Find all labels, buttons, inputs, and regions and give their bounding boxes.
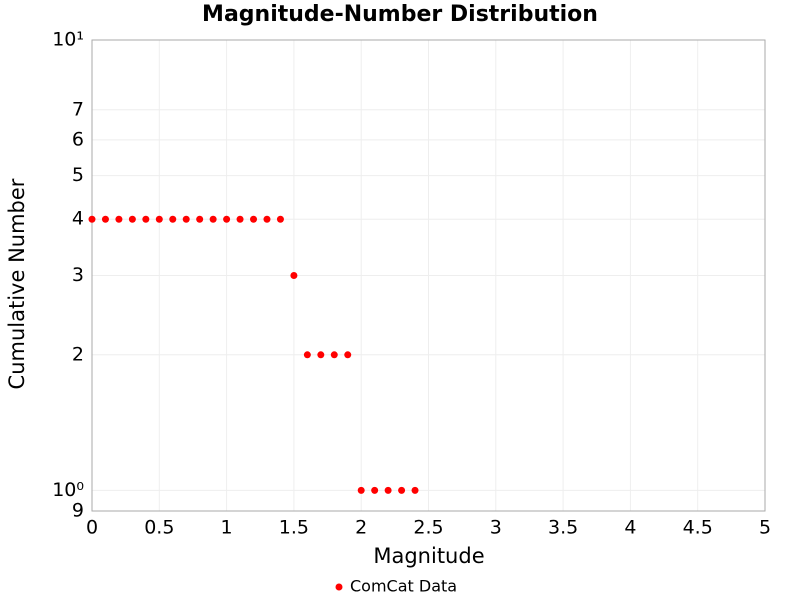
y-tick-label: 9 xyxy=(72,500,84,522)
point xyxy=(223,215,231,223)
point xyxy=(317,351,325,359)
legend-label: ComCat Data xyxy=(350,577,457,596)
y-tick-label: 4 xyxy=(72,208,84,230)
point xyxy=(290,272,298,279)
point xyxy=(236,215,244,223)
point xyxy=(411,486,419,494)
x-tick-label: 1 xyxy=(221,517,233,539)
point xyxy=(88,215,96,223)
x-tick-label: 0.5 xyxy=(144,517,174,539)
x-tick-label: 0 xyxy=(86,517,98,539)
y-axis-label: Cumulative Number xyxy=(5,178,29,389)
x-tick-label: 3 xyxy=(490,517,502,539)
point xyxy=(357,486,365,494)
point xyxy=(398,486,406,494)
point xyxy=(115,215,123,223)
point xyxy=(344,351,352,359)
point xyxy=(142,215,150,223)
point xyxy=(250,215,258,223)
plot-border xyxy=(91,39,766,512)
x-tick-label: 4.5 xyxy=(683,517,713,539)
legend-marker xyxy=(335,583,343,591)
point xyxy=(263,215,271,223)
y-tick-label: 3 xyxy=(72,264,84,286)
point xyxy=(330,351,338,359)
x-tick-label: 5 xyxy=(759,517,771,539)
y-tick-label: 10⁰ xyxy=(52,479,84,501)
y-tick-label: 2 xyxy=(72,343,84,365)
point xyxy=(276,215,284,223)
x-tick-label: 1.5 xyxy=(279,517,309,539)
point xyxy=(384,486,392,494)
y-tick-label: 5 xyxy=(72,164,84,186)
point xyxy=(169,215,177,223)
x-tick-label: 2.5 xyxy=(413,517,443,539)
point xyxy=(196,215,204,223)
y-tick-label: 6 xyxy=(72,128,84,150)
point xyxy=(371,486,379,494)
point xyxy=(128,215,136,223)
y-tick-label: 7 xyxy=(72,98,84,120)
point xyxy=(101,215,109,223)
point xyxy=(303,351,311,359)
x-tick-label: 3.5 xyxy=(548,517,578,539)
x-tick-label: 4 xyxy=(624,517,636,539)
point xyxy=(182,215,190,223)
chart-title: Magnitude-Number Distribution xyxy=(202,2,598,27)
point xyxy=(209,215,217,223)
x-axis-label: Magnitude xyxy=(373,544,484,568)
y-tick-label: 10¹ xyxy=(52,29,84,51)
point xyxy=(155,215,163,223)
x-tick-label: 2 xyxy=(355,517,367,539)
